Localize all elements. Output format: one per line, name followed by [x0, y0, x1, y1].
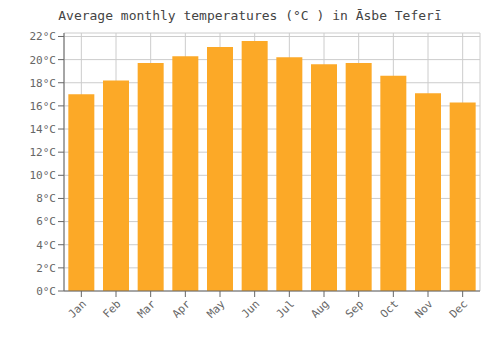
svg-text:16°C: 16°C	[30, 100, 57, 113]
svg-text:Oct: Oct	[378, 297, 401, 320]
svg-text:Jun: Jun	[239, 297, 262, 320]
svg-text:Jul: Jul	[274, 297, 297, 320]
svg-text:4°C: 4°C	[36, 239, 56, 252]
html-text:Average monthly temperatures (: Average monthly temperatures (°C ) in Ās…	[58, 8, 442, 23]
svg-text:22°C: 22°C	[30, 30, 57, 43]
svg-text:Feb: Feb	[100, 297, 123, 320]
svg-text:Jan: Jan	[66, 297, 89, 320]
svg-text:8°C: 8°C	[36, 192, 56, 205]
svg-text:14°C: 14°C	[30, 123, 57, 136]
svg-text:0°C: 0°C	[36, 285, 56, 298]
svg-text:20°C: 20°C	[30, 54, 57, 67]
svg-text:May: May	[204, 297, 228, 321]
svg-text:Mar: Mar	[135, 297, 159, 321]
svg-text:Dec: Dec	[447, 297, 470, 320]
svg-text:Aug: Aug	[308, 297, 331, 320]
svg-text:Nov: Nov	[412, 297, 436, 321]
svg-text:6°C: 6°C	[36, 215, 56, 228]
svg-text:Sep: Sep	[343, 297, 366, 320]
svg-text:Apr: Apr	[170, 297, 194, 321]
svg-text:10°C: 10°C	[30, 169, 57, 182]
svg-text:2°C: 2°C	[36, 262, 56, 275]
svg-text:12°C: 12°C	[30, 146, 57, 159]
svg-text:18°C: 18°C	[30, 77, 57, 90]
